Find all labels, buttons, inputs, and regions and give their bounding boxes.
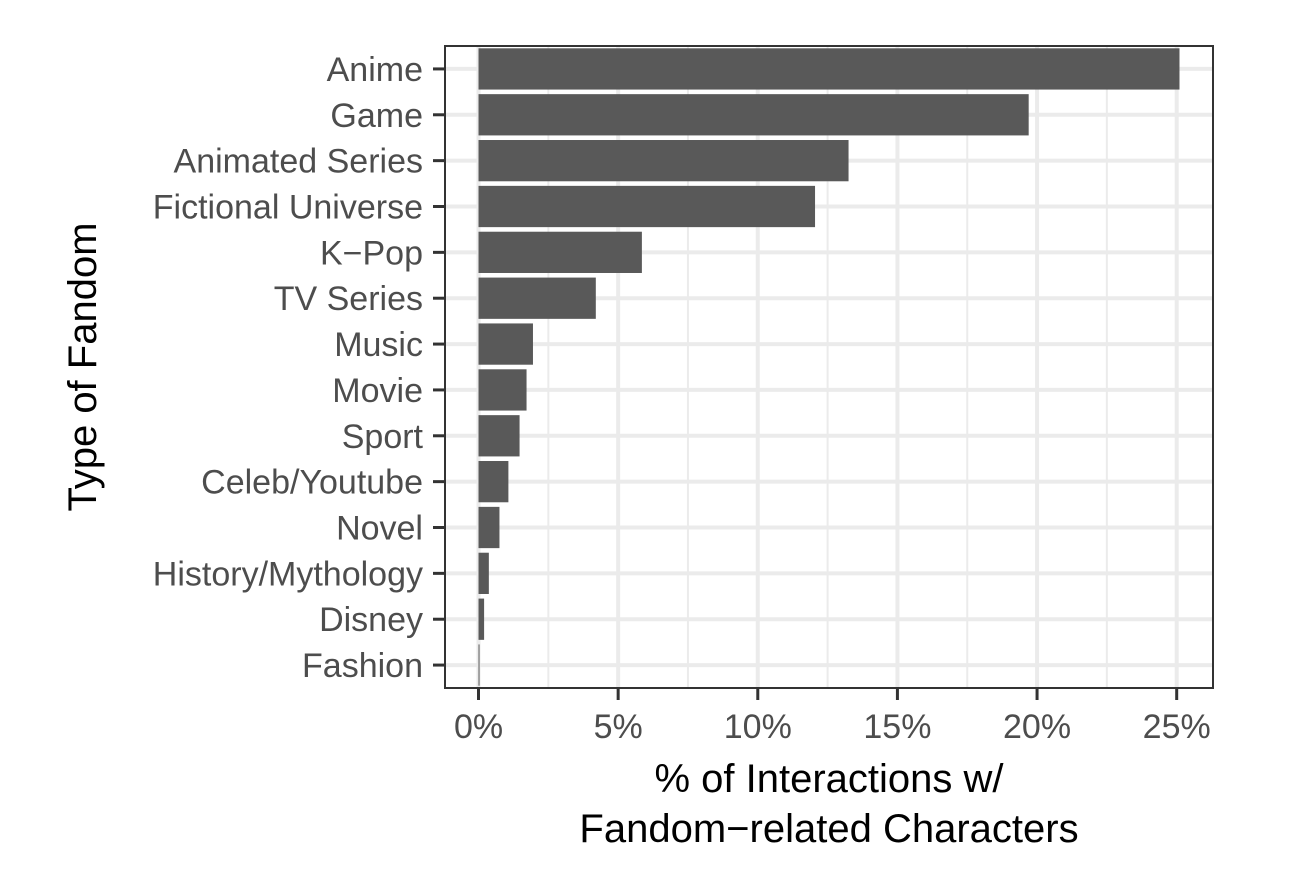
x-tick-label: 0% [454,708,503,746]
bar-anime [478,48,1180,90]
bar-music [478,323,533,365]
bar-disney [478,598,485,640]
bar-celeb-youtube [478,461,509,503]
bar-movie [478,369,527,411]
y-tick-label: Animated Series [174,143,423,181]
y-tick-label: Celeb/Youtube [201,464,423,502]
x-tick-label: 25% [1143,708,1211,746]
bar-animated-series [478,140,849,182]
bars [478,48,1180,686]
bar-history-mythology [478,552,489,594]
y-tick-label: Game [330,97,423,135]
x-axis: 0% 5% 10% 15% 20% 25% [454,688,1211,746]
y-axis: Anime Game Animated Series Fictional Univer… [153,51,445,685]
bar-fictional-universe [478,185,816,228]
plot-panel-border [444,45,1214,689]
y-tick-label: Novel [336,510,423,548]
x-axis-title-line-1: % of Interactions w/ [654,757,1004,801]
y-tick-label: Disney [319,601,423,639]
bar-sport [478,415,520,457]
x-axis-title-line-2: Fandom−related Characters [579,807,1078,851]
y-tick-label: Fictional Universe [153,189,423,227]
x-tick-label: 5% [594,708,643,746]
y-tick-label: Anime [327,51,423,89]
y-tick-label: Fashion [302,647,423,685]
x-tick-label: 10% [724,708,792,746]
bar-k-pop [478,231,642,273]
y-tick-label: Music [334,326,423,364]
y-tick-label: Sport [342,418,424,456]
bar-novel [478,506,500,549]
y-axis-title: Type of Fandom [61,222,105,511]
bar-game [478,94,1029,136]
y-tick-label: History/Mythology [153,555,423,593]
bar-fashion [478,644,480,686]
y-tick-label: TV Series [274,280,423,318]
bar-tv-series [478,277,596,319]
y-tick-label: Movie [332,372,423,410]
y-tick-label: K−Pop [320,234,423,272]
x-tick-label: 15% [863,708,931,746]
x-tick-label: 20% [1003,708,1071,746]
